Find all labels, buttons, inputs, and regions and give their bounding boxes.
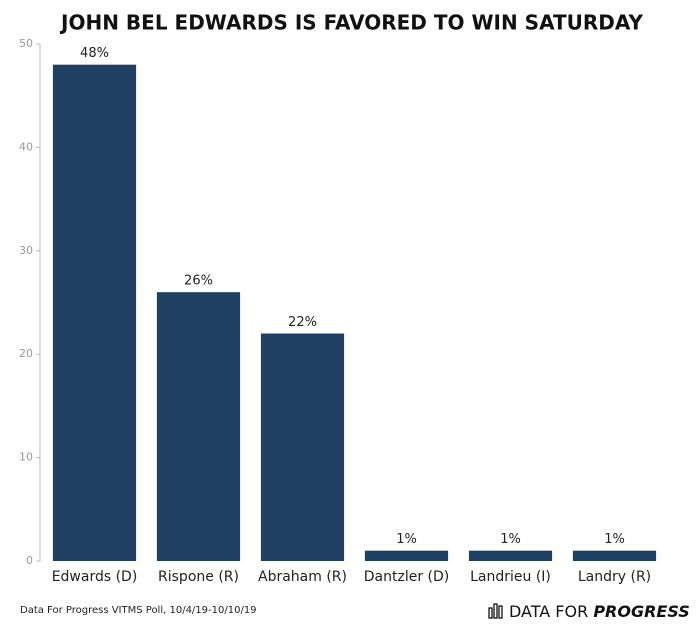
logo-plain: DATA FOR bbox=[509, 602, 588, 621]
x-tick-label: Dantzler (D) bbox=[364, 569, 449, 585]
x-tick-label: Abraham (R) bbox=[258, 569, 347, 585]
bar bbox=[260, 333, 345, 561]
value-label: 48% bbox=[80, 46, 109, 61]
chart-title: JOHN BEL EDWARDS IS FAVORED TO WIN SATUR… bbox=[59, 11, 643, 35]
x-tick-label: Edwards (D) bbox=[52, 569, 138, 585]
y-tick-label: 30 bbox=[19, 244, 33, 257]
value-label: 1% bbox=[604, 532, 625, 547]
bar bbox=[52, 64, 137, 562]
bar bbox=[572, 550, 657, 561]
x-tick-label: Rispone (R) bbox=[158, 569, 239, 585]
y-tick-label: 40 bbox=[19, 140, 33, 153]
value-label: 1% bbox=[396, 532, 417, 547]
logo-icon bbox=[488, 603, 503, 619]
y-tick-label: 50 bbox=[19, 37, 33, 50]
x-tick-label: Landrieu (I) bbox=[470, 569, 551, 585]
bar bbox=[156, 292, 241, 561]
value-label: 22% bbox=[288, 315, 317, 330]
source-note: Data For Progress VITMS Poll, 10/4/19-10… bbox=[20, 605, 257, 616]
y-tick-label: 10 bbox=[19, 451, 33, 464]
bar bbox=[468, 550, 553, 561]
logo-emphasis: PROGRESS bbox=[593, 602, 690, 621]
bar bbox=[364, 550, 449, 561]
y-tick-label: 0 bbox=[26, 554, 33, 567]
x-tick-label: Landry (R) bbox=[578, 569, 651, 585]
y-tick-label: 20 bbox=[19, 347, 33, 360]
logo-text: DATA FOR PROGRESS bbox=[509, 602, 690, 621]
value-label: 1% bbox=[500, 532, 521, 547]
value-label: 26% bbox=[184, 274, 213, 289]
